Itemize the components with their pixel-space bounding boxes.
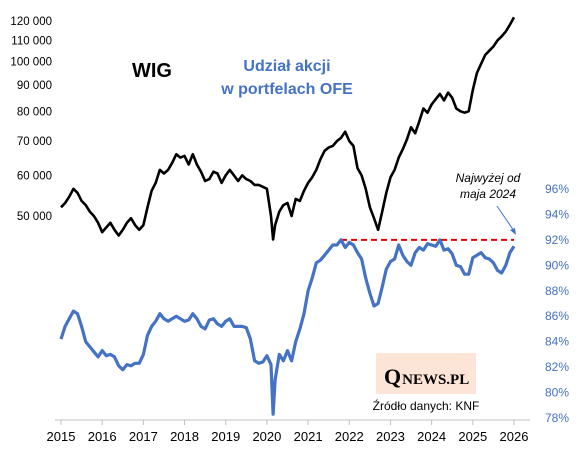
right-axis-ticks: 78% 80% 82% 84% 86% 88% 90% 92% 94% 96%	[545, 182, 569, 425]
x-tick-label: 2023	[376, 429, 405, 444]
x-tick-label: 2025	[458, 429, 487, 444]
right-tick-label: 82%	[545, 360, 569, 374]
left-tick-label: 50 000	[17, 211, 52, 223]
wig-label: WIG	[132, 60, 172, 82]
right-tick-label: 86%	[545, 309, 569, 323]
right-tick-label: 84%	[545, 335, 569, 349]
ofe-label-line1: Udział akcji	[243, 58, 330, 75]
note-line1: Najwyżej od	[456, 171, 521, 185]
left-axis-ticks: 50 000 60 000 70 000 80 000 90 000 100 000 110…	[10, 16, 52, 223]
note-arrow	[496, 205, 516, 235]
x-tick-label: 2018	[170, 429, 199, 444]
left-tick-label: 110 000	[11, 35, 52, 47]
x-tick-label: 2021	[294, 429, 323, 444]
right-tick-label: 88%	[545, 284, 569, 298]
x-tick-label: 2020	[252, 429, 281, 444]
ofe-label-line2: w portfelach OFE	[220, 81, 353, 98]
left-tick-label: 80 000	[17, 106, 52, 118]
right-tick-label: 90%	[545, 258, 569, 272]
right-tick-label: 96%	[545, 182, 569, 196]
x-tick-label: 2017	[129, 429, 158, 444]
note-line2: maja 2024	[460, 187, 516, 201]
x-tick-label: 2016	[88, 429, 117, 444]
left-tick-label: 60 000	[17, 170, 52, 182]
x-tick-label: 2024	[417, 429, 446, 444]
left-tick-label: 70 000	[17, 136, 52, 148]
x-axis-ticks: 2015 2016 2017 2018 2019 2020 2021 2022 2023 2024…	[47, 429, 529, 444]
left-tick-label: 120 000	[10, 16, 52, 28]
source-label: Źródło danych: KNF	[373, 398, 480, 413]
x-tick-label: 2019	[211, 429, 240, 444]
series-line-ofe	[59, 238, 516, 416]
x-tick-label: 2022	[335, 429, 364, 444]
x-tick-label: 2026	[500, 429, 529, 444]
logo-box	[376, 353, 476, 394]
left-tick-label: 90 000	[17, 80, 52, 92]
series-line-wig	[60, 16, 516, 241]
right-tick-label: 94%	[545, 207, 569, 221]
right-tick-label: 80%	[545, 386, 569, 400]
right-tick-label: 92%	[545, 233, 569, 247]
logo-text: QNEWS.PL	[384, 364, 469, 389]
right-tick-label: 78%	[545, 411, 569, 425]
x-tick-label: 2015	[47, 429, 76, 444]
x-axis-tick-marks	[60, 420, 515, 425]
left-tick-label: 100 000	[10, 57, 52, 69]
